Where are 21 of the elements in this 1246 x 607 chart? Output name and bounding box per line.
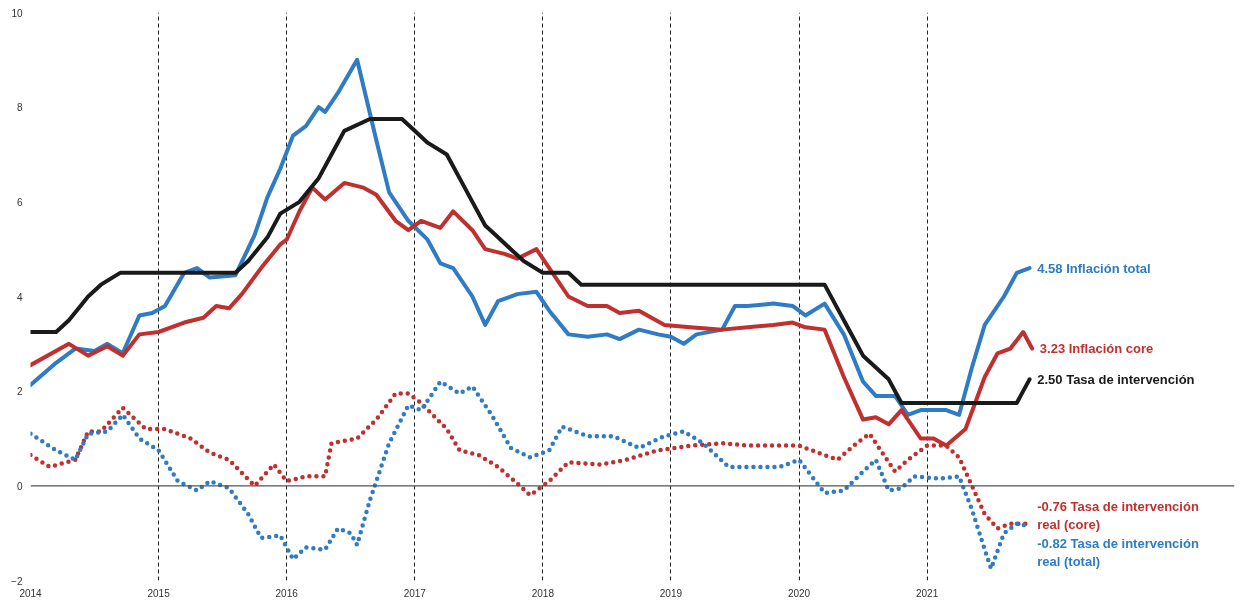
x-tick-label: 2016 [275, 587, 299, 599]
y-tick-label: −2 [11, 575, 23, 587]
series-label: -0.76 Tasa de intervención real (core) [1037, 499, 1199, 533]
x-tick-label: 2015 [147, 587, 171, 599]
y-tick-label: 4 [16, 291, 23, 303]
series-label: 2.50 Tasa de intervención [1037, 371, 1195, 387]
line-series [30, 57, 1032, 417]
series-label: 4.58 Inflación total [1037, 260, 1151, 276]
x-tick-label: 2018 [531, 587, 555, 599]
y-tick-label: 2 [16, 386, 23, 398]
y-tick-label: 10 [11, 7, 23, 19]
x-tick-label: 2014 [19, 587, 43, 599]
y-tick-label: 8 [16, 102, 23, 114]
series-label: 3.23 Inflación core [1039, 341, 1154, 357]
x-tick-label: 2020 [787, 587, 811, 599]
x-tick-label: 2017 [403, 587, 427, 599]
y-tick-label: 0 [16, 480, 23, 492]
x-tick-label: 2021 [915, 587, 939, 599]
y-tick-label: 6 [16, 196, 23, 208]
x-tick-label: 2019 [659, 587, 683, 599]
series-label: -0.82 Tasa de intervención real (total) [1037, 535, 1199, 569]
